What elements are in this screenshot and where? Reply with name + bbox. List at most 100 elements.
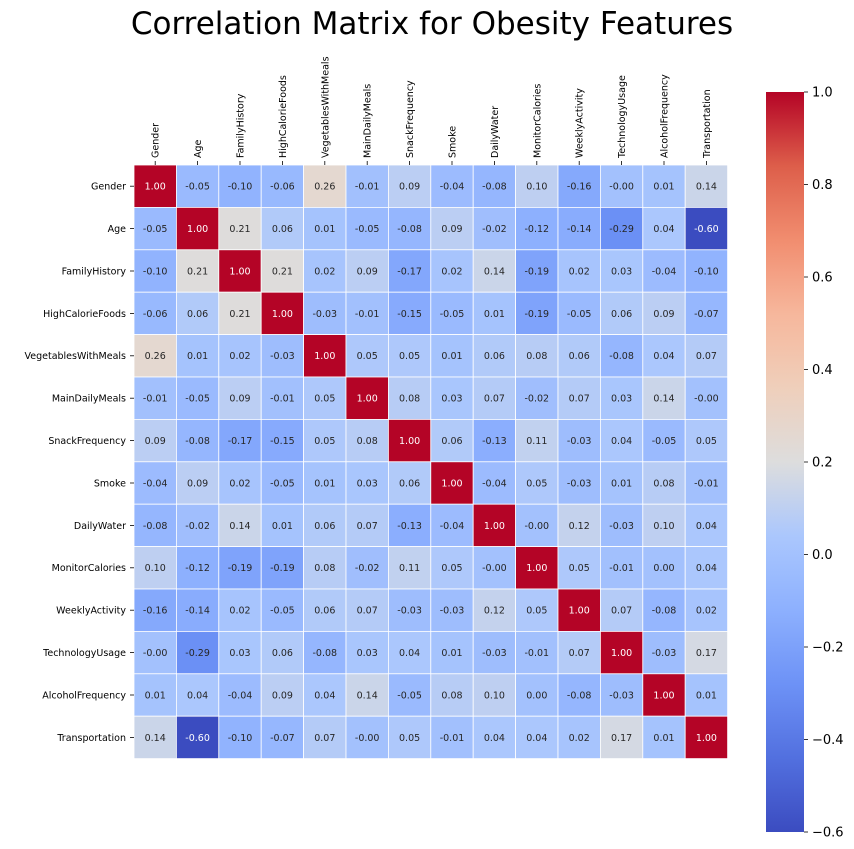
cell-value-7-11: 0.01 (611, 478, 632, 489)
heatmap-cell-8-2 (218, 503, 262, 548)
x-tick-label-5: MainDailyMeals (363, 84, 374, 158)
cell-value-8-6: -0.13 (397, 521, 422, 532)
x-tick-label-10: WeeklyActivity (575, 88, 586, 158)
cell-value-3-4: -0.03 (313, 309, 338, 320)
cell-value-1-7: 0.09 (441, 224, 462, 235)
heatmap-cell-9-7 (430, 546, 474, 590)
cell-value-10-3: -0.05 (270, 606, 295, 617)
cell-value-12-3: 0.09 (272, 690, 293, 701)
heatmap-cell-4-4 (303, 334, 347, 378)
heatmap-cell-8-11 (600, 503, 644, 548)
heatmap-cell-11-7 (430, 631, 474, 675)
cell-value-7-12: 0.08 (653, 478, 674, 489)
heatmap-cell-0-7 (430, 164, 474, 208)
cell-value-12-5: 0.14 (357, 690, 378, 701)
cell-value-13-2: -0.10 (228, 733, 253, 744)
heatmap-cell-6-13 (684, 418, 729, 463)
cell-value-0-1: -0.05 (185, 182, 210, 193)
cell-value-8-8: 1.00 (484, 521, 505, 532)
cell-value-9-9: 1.00 (526, 563, 547, 574)
x-tick-label-11: TechnologyUsage (617, 75, 628, 159)
heatmap-cell-1-2 (218, 206, 262, 251)
cell-value-5-11: 0.03 (611, 394, 632, 405)
x-tick-label-12: AlcoholFrequency (660, 74, 671, 158)
heatmap-cell-3-0 (133, 291, 177, 336)
heatmap-cell-7-5 (345, 461, 389, 505)
colorbar-tick-label-2: 0.6 (812, 271, 833, 286)
cell-value-4-1: 0.01 (187, 351, 208, 362)
cell-value-12-6: -0.05 (397, 690, 422, 701)
heatmap-cell-7-11 (600, 461, 644, 505)
y-tick-label-12: AlcoholFrequency (42, 690, 126, 701)
cell-value-10-2: 0.02 (229, 606, 250, 617)
heatmap-cell-8-8 (472, 503, 517, 548)
heatmap-cell-5-11 (600, 376, 644, 420)
cell-value-6-10: -0.03 (567, 436, 592, 447)
heatmap-cell-13-4 (303, 715, 347, 760)
colorbar-gradient (766, 92, 804, 832)
x-tick-label-6: SnackFrequency (405, 80, 416, 158)
cell-value-11-0: -0.00 (143, 648, 168, 659)
cell-value-8-5: 0.07 (357, 521, 378, 532)
heatmap-cell-12-8 (472, 673, 517, 717)
cell-value-2-11: 0.03 (611, 266, 632, 277)
cell-value-6-9: 0.11 (526, 436, 547, 447)
cell-value-0-11: -0.00 (609, 182, 634, 193)
cell-value-5-9: -0.02 (525, 394, 550, 405)
cell-value-13-13: 1.00 (696, 733, 717, 744)
cell-value-4-10: 0.06 (569, 351, 590, 362)
heatmap-cell-3-13 (684, 291, 729, 336)
heatmap-cell-4-13 (684, 334, 729, 378)
cell-value-7-7: 1.00 (441, 478, 462, 489)
cell-value-2-5: 0.09 (357, 266, 378, 277)
cell-value-6-13: 0.05 (696, 436, 717, 447)
x-tick-labels: Gender Age FamilyHistory HighCalorieFoods Ve… (151, 56, 713, 165)
y-tick-label-5: MainDailyMeals (52, 394, 126, 405)
heatmap-cell-7-4 (303, 461, 347, 505)
x-tick-label-13: Transportation (702, 89, 713, 159)
cell-value-6-0: 0.09 (145, 436, 166, 447)
cell-value-2-2: 1.00 (229, 266, 250, 277)
heatmap-cell-12-10 (557, 673, 601, 717)
cell-value-11-10: 0.07 (569, 648, 590, 659)
heatmap-cell-10-13 (684, 588, 729, 632)
y-tick-labels: Gender Age FamilyHistory HighCalorieFoods Ve… (24, 182, 134, 744)
cell-value-5-8: 0.07 (484, 394, 505, 405)
cell-value-13-4: 0.07 (314, 733, 335, 744)
cell-value-3-3: 1.00 (272, 309, 293, 320)
cell-value-13-0: 0.14 (145, 733, 166, 744)
heatmap-cell-13-0 (133, 715, 177, 760)
heatmap-cell-3-11 (600, 291, 644, 336)
heatmap-cell-13-10 (557, 715, 601, 760)
colorbar-tick-label-7: −0.4 (812, 733, 844, 748)
cell-value-10-12: -0.08 (652, 606, 677, 617)
cell-value-7-3: -0.05 (270, 478, 295, 489)
x-tick-label-8: DailyWater (490, 106, 501, 158)
colorbar-tick-label-4: 0.2 (812, 456, 833, 471)
cell-value-5-10: 0.07 (569, 394, 590, 405)
cell-value-10-5: 0.07 (357, 606, 378, 617)
heatmap-cell-9-5 (345, 546, 389, 590)
heatmap-cell-0-0 (133, 164, 177, 208)
heatmap-cell-11-11 (600, 631, 644, 675)
cell-value-3-8: 0.01 (484, 309, 505, 320)
cell-value-7-0: -0.04 (143, 478, 168, 489)
cell-value-0-6: 0.09 (399, 182, 420, 193)
heatmap-cell-2-10 (557, 249, 601, 293)
cell-value-4-4: 1.00 (314, 351, 335, 362)
heatmap-cell-3-3 (260, 291, 305, 336)
cell-value-0-5: -0.01 (355, 182, 380, 193)
heatmap-cell-5-3 (260, 376, 305, 420)
cell-value-3-6: -0.15 (397, 309, 422, 320)
heatmap-cell-11-0 (133, 631, 177, 675)
heatmap-cell-3-2 (218, 291, 262, 336)
heatmap-cell-9-13 (684, 546, 729, 590)
cell-value-4-6: 0.05 (399, 351, 420, 362)
heatmap-cell-10-2 (218, 588, 262, 632)
cell-value-1-2: 0.21 (229, 224, 250, 235)
cell-value-7-6: 0.06 (399, 478, 420, 489)
heatmap-cell-13-8 (472, 715, 517, 760)
y-tick-label-9: MonitorCalories (52, 563, 126, 574)
cell-value-8-4: 0.06 (314, 521, 335, 532)
